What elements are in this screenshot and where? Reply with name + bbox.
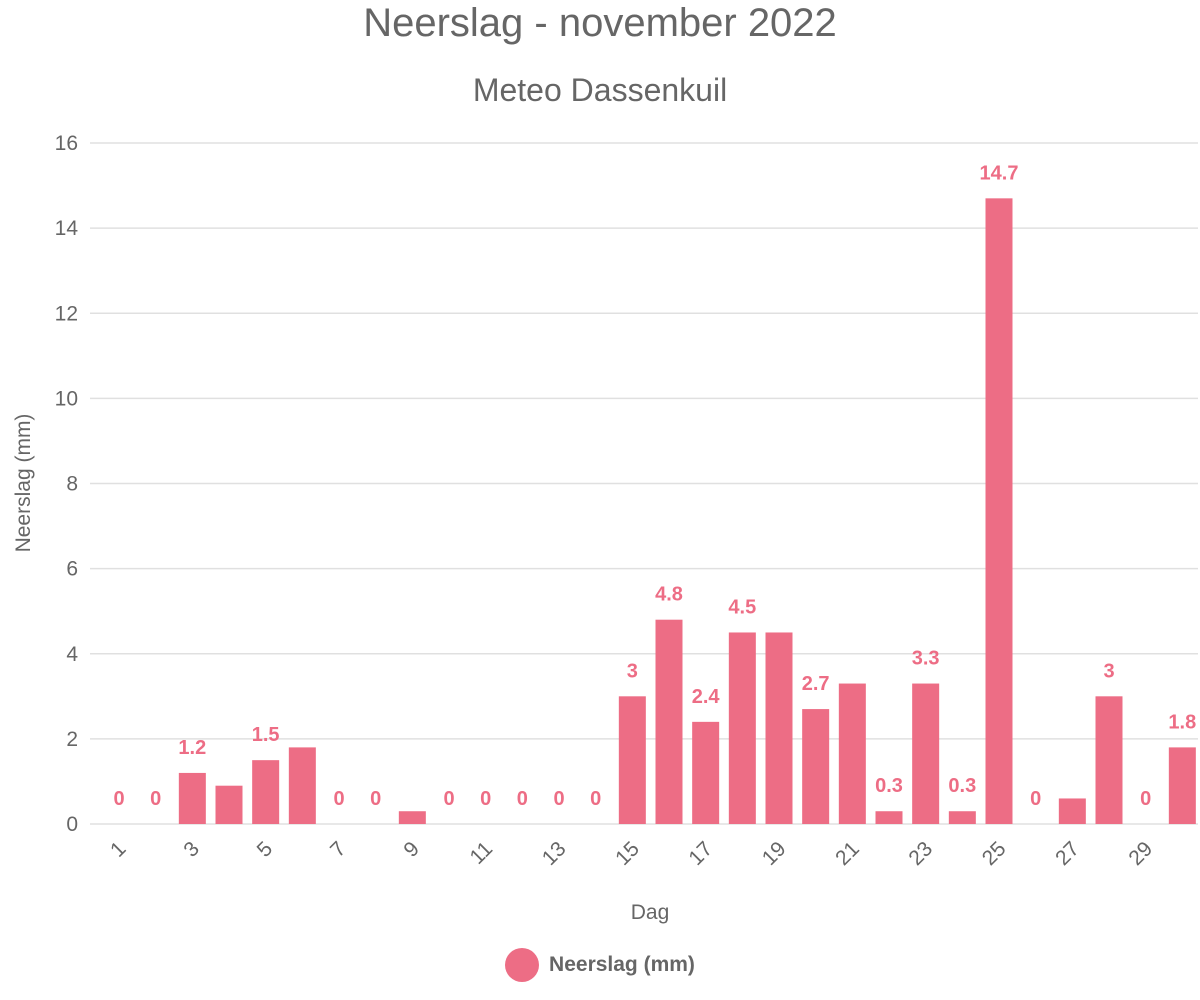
bar[interactable] (252, 760, 280, 824)
x-axis-label: Dag (631, 901, 670, 924)
x-tick-label: 9 (399, 837, 424, 862)
x-tick-label: 29 (1124, 837, 1157, 870)
grid-lines (90, 142, 1198, 825)
bar[interactable] (215, 785, 243, 824)
data-label: 0.3 (948, 775, 976, 797)
y-axis-ticks: 0 2 4 6 8 10 12 14 16 (55, 132, 79, 836)
x-tick-label: 17 (684, 837, 717, 870)
bar[interactable] (288, 747, 316, 824)
x-tick-label: 13 (538, 837, 571, 870)
bar[interactable] (802, 709, 830, 824)
bar[interactable] (655, 619, 683, 824)
data-label: 0 (517, 788, 528, 810)
data-label: 0 (370, 788, 381, 810)
bar[interactable] (985, 198, 1013, 825)
x-tick-label: 3 (179, 837, 204, 862)
data-label: 14.7 (980, 162, 1019, 184)
bar[interactable] (1058, 798, 1086, 824)
x-tick-label: 15 (611, 837, 644, 870)
data-label: 3.3 (912, 648, 940, 670)
x-tick-label: 25 (978, 837, 1011, 870)
bar[interactable] (948, 811, 976, 824)
bar[interactable] (875, 811, 903, 824)
data-label: 0.3 (875, 775, 903, 797)
data-label: 2.7 (802, 673, 830, 695)
y-tick-label: 12 (55, 302, 78, 325)
x-tick-label: 21 (831, 837, 864, 870)
y-tick-label: 16 (55, 132, 78, 155)
data-label: 0 (590, 788, 601, 810)
x-tick-label: 27 (1051, 837, 1084, 870)
legend[interactable]: Neerslag (mm) (0, 948, 1200, 982)
legend-swatch (505, 948, 540, 982)
bar[interactable] (765, 632, 793, 824)
bar[interactable] (618, 696, 646, 824)
data-label: 0 (150, 788, 161, 810)
bar[interactable] (692, 721, 720, 824)
bar[interactable] (912, 683, 940, 824)
data-label: 1.8 (1168, 711, 1196, 733)
data-label: 4.8 (655, 584, 683, 606)
data-label: 3 (1103, 660, 1114, 682)
data-label: 2.4 (692, 686, 721, 708)
y-tick-label: 4 (66, 643, 78, 666)
bar[interactable] (178, 772, 206, 824)
x-tick-label: 5 (253, 837, 278, 862)
y-tick-label: 6 (66, 558, 78, 581)
x-tick-label: 19 (758, 837, 791, 870)
chart-title: Neerslag - november 2022 (363, 1, 837, 45)
x-tick-label: 11 (466, 837, 498, 869)
y-axis-label: Neerslag (mm) (12, 414, 35, 553)
legend-label: Neerslag (mm) (549, 953, 695, 976)
chart-subtitle: Meteo Dassenkuil (472, 72, 728, 108)
y-tick-label: 14 (55, 217, 79, 240)
x-tick-label: 23 (904, 837, 937, 870)
data-label: 0 (1030, 788, 1041, 810)
x-axis-ticks: 1 3 5 7 9 11 13 15 17 19 21 23 25 27 29 (106, 837, 1157, 870)
data-label: 1.5 (252, 724, 280, 746)
data-label: 0 (333, 788, 344, 810)
x-tick-label: 7 (326, 837, 351, 862)
bar[interactable] (1095, 696, 1123, 824)
data-labels: 0 0 1.2 1.5 0 0 0 0 0 0 0 3 4.8 2.4 4.5 2.7 0.3 3.3 0.3 14.… (113, 162, 1196, 810)
bar[interactable] (1168, 747, 1196, 824)
y-tick-label: 10 (55, 387, 78, 410)
y-tick-label: 2 (66, 728, 78, 751)
bar[interactable] (838, 683, 866, 824)
bars (178, 198, 1196, 825)
y-tick-label: 8 (66, 473, 78, 496)
x-tick-label: 1 (106, 837, 131, 862)
data-label: 0 (553, 788, 564, 810)
data-label: 1.2 (178, 737, 206, 759)
data-label: 0 (480, 788, 491, 810)
bar[interactable] (728, 632, 756, 824)
data-label: 0 (113, 788, 124, 810)
data-label: 4.5 (728, 596, 756, 618)
y-tick-label: 0 (66, 813, 78, 836)
data-label: 0 (1140, 788, 1151, 810)
data-label: 0 (443, 788, 454, 810)
data-label: 3 (627, 660, 638, 682)
bar[interactable] (398, 811, 426, 824)
